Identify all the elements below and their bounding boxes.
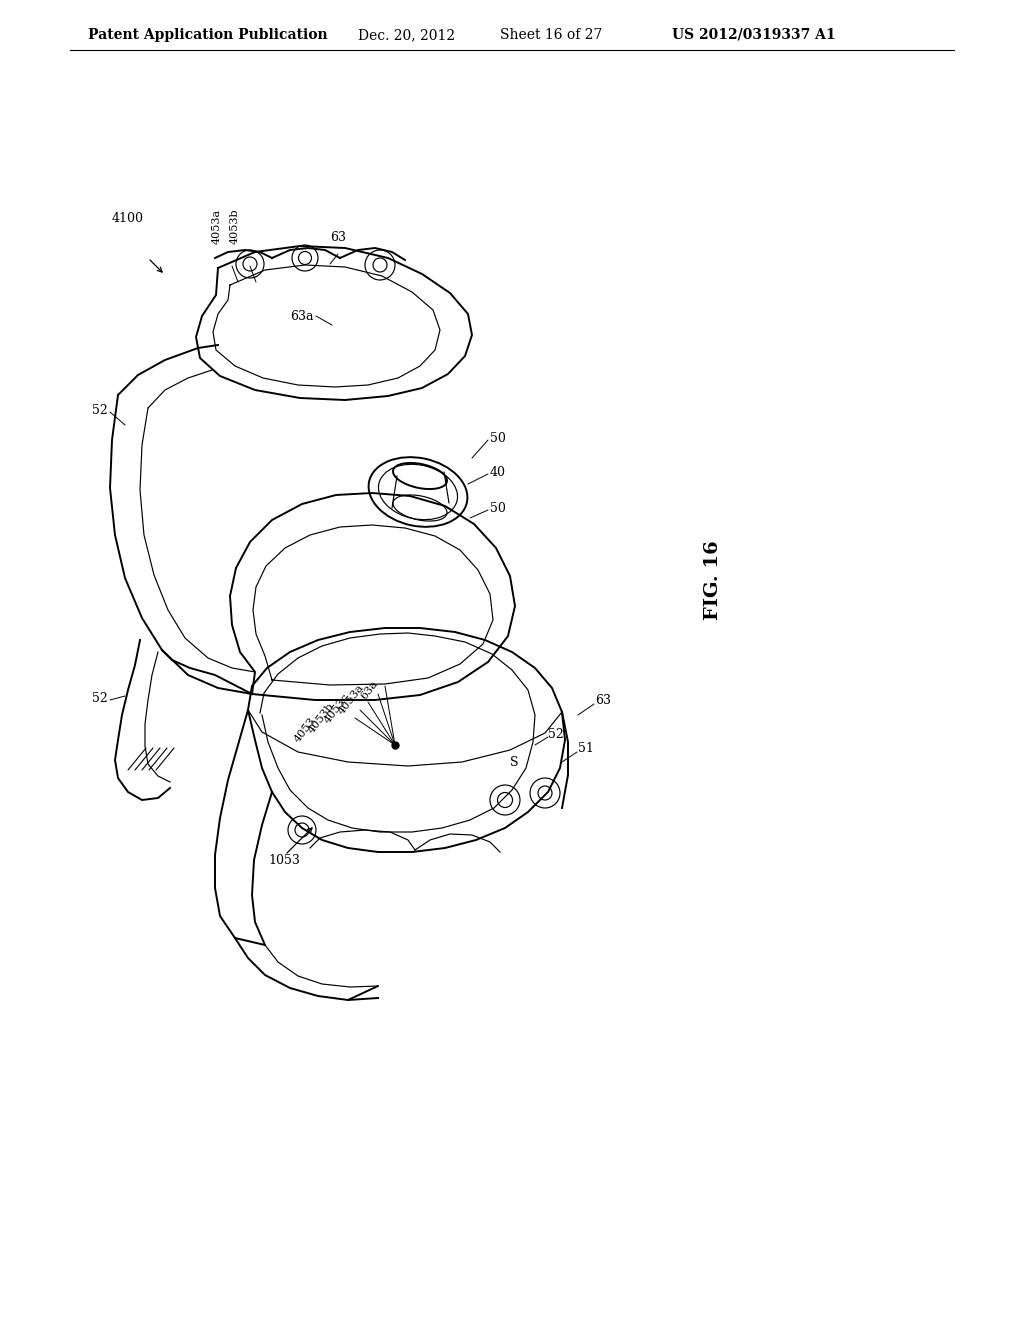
Text: 4053b: 4053b: [306, 701, 336, 735]
Text: S: S: [510, 755, 518, 768]
Text: Sheet 16 of 27: Sheet 16 of 27: [500, 28, 602, 42]
Text: 4053: 4053: [293, 715, 318, 744]
Text: Patent Application Publication: Patent Application Publication: [88, 28, 328, 42]
Text: 52: 52: [548, 729, 564, 742]
Text: 4053a: 4053a: [212, 209, 222, 244]
Text: 50: 50: [490, 432, 506, 445]
Text: 63a: 63a: [359, 678, 380, 701]
Text: 4053a: 4053a: [337, 682, 366, 715]
Text: FIG. 16: FIG. 16: [705, 540, 722, 620]
Text: 63a: 63a: [290, 309, 313, 322]
Text: 1053: 1053: [268, 854, 300, 866]
Text: US 2012/0319337 A1: US 2012/0319337 A1: [672, 28, 836, 42]
Text: 63: 63: [330, 231, 346, 244]
Text: 52: 52: [92, 404, 108, 417]
Text: 4053c: 4053c: [323, 692, 352, 725]
Text: 50: 50: [490, 502, 506, 515]
Text: 4053b: 4053b: [230, 209, 240, 244]
Text: 51: 51: [578, 742, 594, 755]
Text: 40: 40: [490, 466, 506, 479]
Text: 63: 63: [595, 693, 611, 706]
Text: 4100: 4100: [112, 211, 144, 224]
Text: 52: 52: [92, 692, 108, 705]
Text: Dec. 20, 2012: Dec. 20, 2012: [358, 28, 455, 42]
